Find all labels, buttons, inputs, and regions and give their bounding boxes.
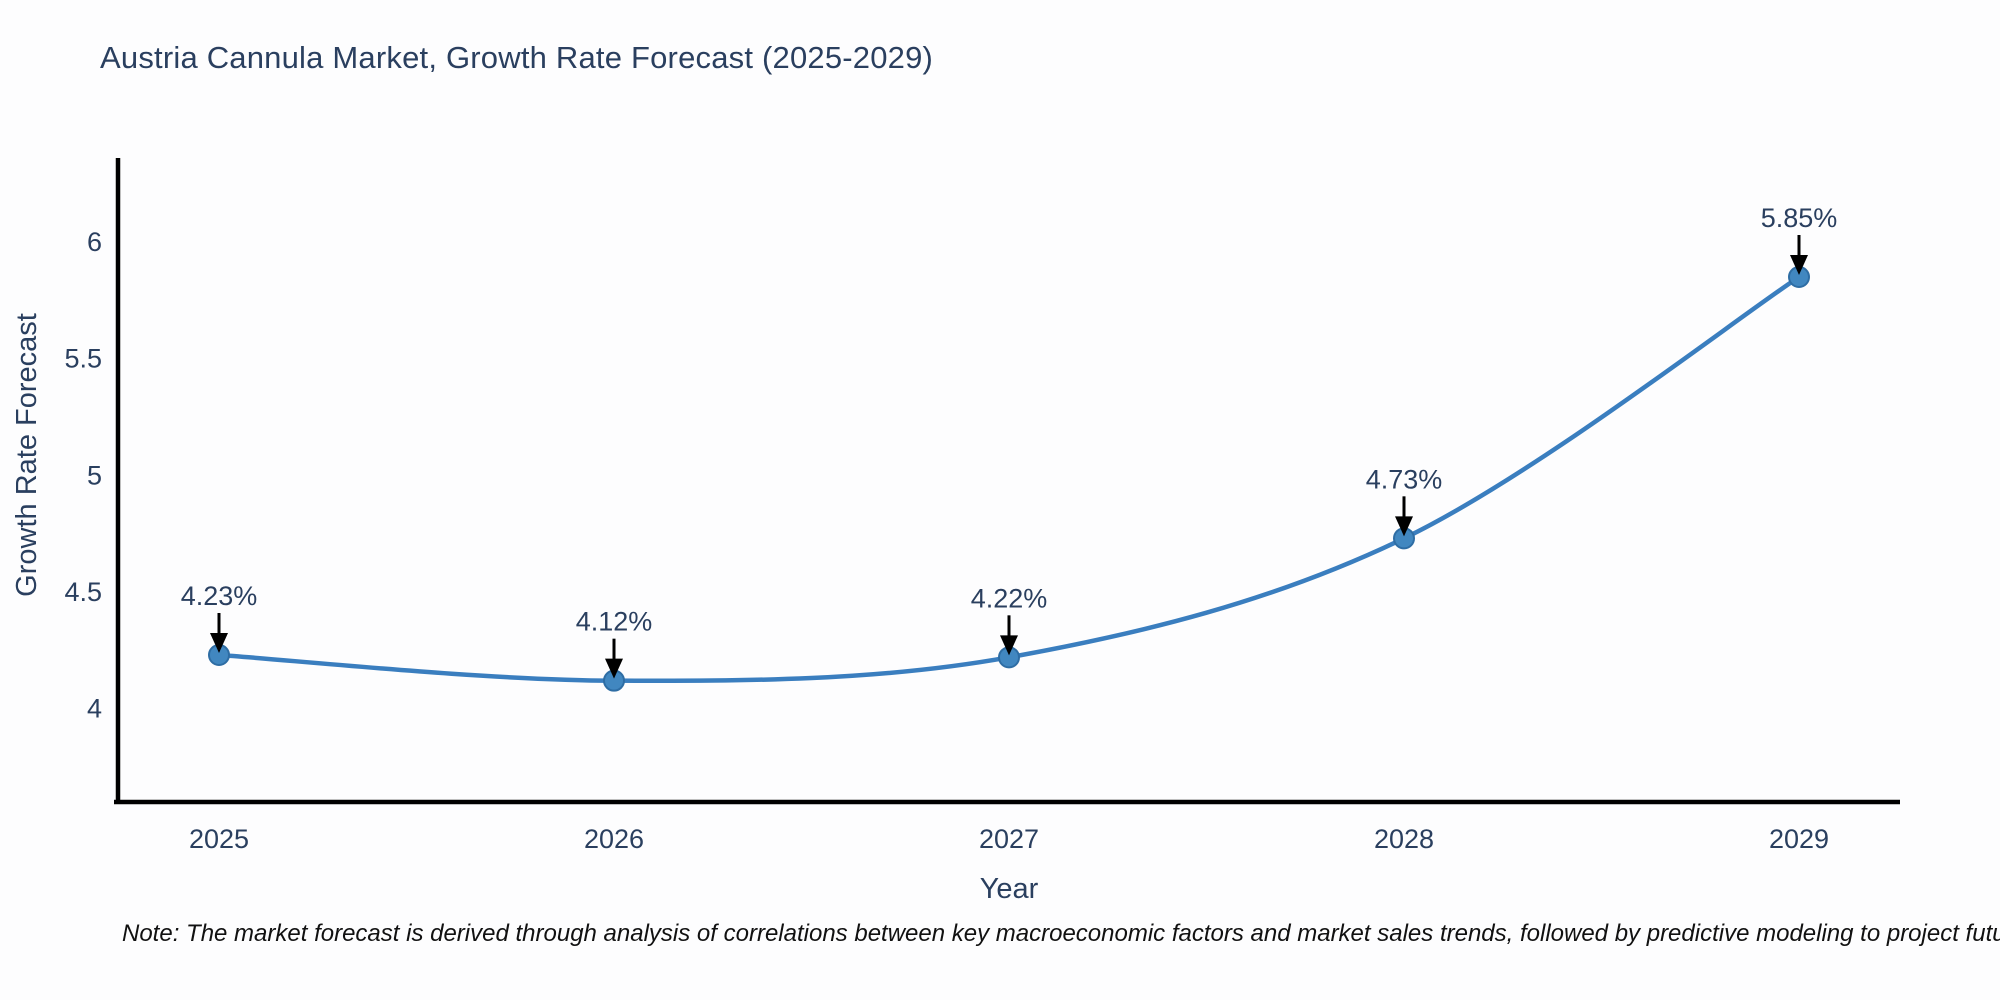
point-value-label: 4.12%	[576, 607, 653, 637]
x-tick-label: 2025	[189, 824, 249, 854]
annotation-arrow-head	[210, 633, 228, 653]
x-tick-label: 2026	[584, 824, 644, 854]
y-tick-label: 6	[87, 227, 102, 257]
x-axis-title: Year	[980, 873, 1039, 905]
point-value-label: 4.22%	[971, 583, 1048, 613]
annotation-arrow-head	[605, 658, 623, 679]
y-tick-label: 5	[87, 460, 102, 490]
y-tick-label: 5.5	[64, 344, 102, 374]
annotation-arrow-head	[1000, 635, 1018, 656]
point-value-label: 4.73%	[1366, 464, 1443, 494]
footnote: Note: The market forecast is derived thr…	[122, 920, 2000, 947]
point-value-label: 5.85%	[1761, 203, 1838, 233]
y-tick-label: 4	[87, 694, 102, 724]
x-tick-label: 2029	[1769, 824, 1829, 854]
y-tick-label: 4.5	[64, 577, 102, 607]
annotation-arrow-head	[1395, 516, 1413, 537]
annotation-arrow-head	[1790, 255, 1808, 275]
y-axis-title: Growth Rate Forecast	[11, 313, 43, 597]
point-value-label: 4.23%	[181, 581, 258, 611]
x-tick-label: 2027	[979, 824, 1039, 854]
chart-title: Austria Cannula Market, Growth Rate Fore…	[100, 40, 934, 75]
x-tick-label: 2028	[1374, 824, 1434, 854]
